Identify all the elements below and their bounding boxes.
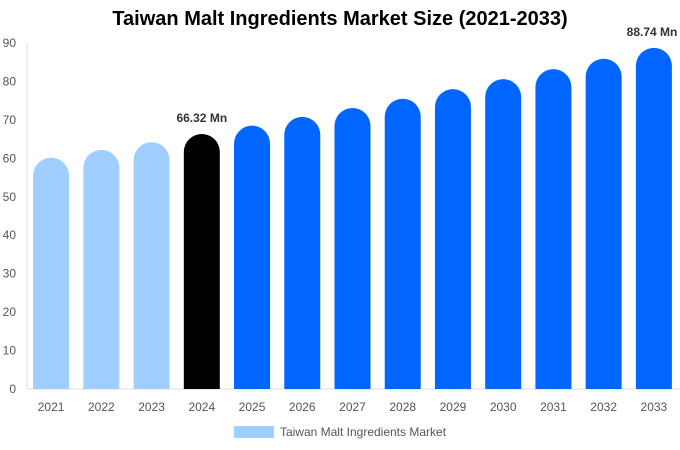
bar-2023 [133,142,170,389]
legend-label: Taiwan Malt Ingredients Market [279,425,447,439]
y-tick-label: 50 [3,190,17,204]
x-tick-label: 2027 [339,400,366,414]
x-tick-label: 2030 [490,400,517,414]
y-tick-label: 70 [3,113,17,127]
chart-title: Taiwan Malt Ingredients Market Size (202… [112,8,568,30]
bar-2024 [183,134,220,389]
y-tick-label: 10 [3,344,17,358]
x-tick-label: 2026 [289,400,316,414]
y-tick-label: 60 [3,151,17,165]
bar-2029 [434,89,471,389]
y-tick-label: 90 [3,36,17,50]
x-tick-label: 2025 [239,400,266,414]
y-tick-label: 80 [3,74,17,88]
legend-swatch [233,426,274,438]
x-tick-label: 2031 [540,400,567,414]
bar-2021 [33,157,70,389]
bar-2030 [485,79,522,389]
bar-2033 [635,47,672,390]
x-tick-label: 2028 [389,400,416,414]
y-tick-label: 40 [3,228,17,242]
x-tick-label: 2024 [188,400,215,414]
x-tick-label: 2021 [38,400,65,414]
legend: Taiwan Malt Ingredients Market [0,425,680,439]
data-label-2033: 88.74 Mn [627,25,678,39]
bar-2032 [585,58,622,390]
x-tick-label: 2033 [641,400,668,414]
bar-2028 [384,98,421,389]
x-tick-label: 2022 [88,400,115,414]
bar-2025 [234,125,271,390]
x-tick-label: 2032 [590,400,617,414]
y-tick-label: 0 [9,382,16,396]
bar-2031 [535,69,572,390]
y-tick-label: 30 [3,267,17,281]
data-label-2024: 66.32 Mn [176,111,227,125]
x-tick-label: 2029 [440,400,467,414]
bar-2026 [284,116,321,389]
bar-2027 [334,107,371,390]
x-tick-label: 2023 [138,400,165,414]
bar-2022 [83,149,120,389]
y-tick-label: 20 [3,305,17,319]
